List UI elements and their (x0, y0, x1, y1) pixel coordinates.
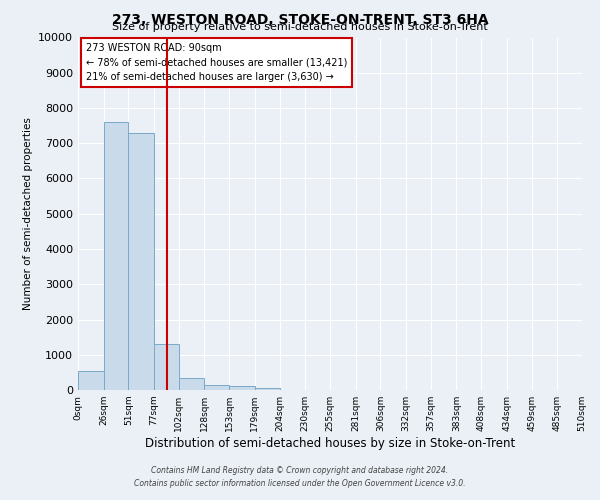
Text: 273 WESTON ROAD: 90sqm
← 78% of semi-detached houses are smaller (13,421)
21% of: 273 WESTON ROAD: 90sqm ← 78% of semi-det… (86, 43, 347, 82)
Y-axis label: Number of semi-detached properties: Number of semi-detached properties (23, 118, 32, 310)
Bar (229, 386, 255, 390)
Text: 273, WESTON ROAD, STOKE-ON-TRENT, ST3 6HA: 273, WESTON ROAD, STOKE-ON-TRENT, ST3 6H… (112, 12, 488, 26)
Text: Size of property relative to semi-detached houses in Stoke-on-Trent: Size of property relative to semi-detach… (112, 22, 488, 32)
Bar (255, 388, 280, 390)
Bar (128, 132, 154, 390)
Bar (154, 344, 179, 390)
X-axis label: Distribution of semi-detached houses by size in Stoke-on-Trent: Distribution of semi-detached houses by … (145, 437, 515, 450)
Text: Contains HM Land Registry data © Crown copyright and database right 2024.
Contai: Contains HM Land Registry data © Crown c… (134, 466, 466, 487)
Bar (205, 384, 229, 390)
Bar (104, 122, 128, 390)
Bar (179, 378, 205, 390)
Bar (78, 370, 104, 390)
